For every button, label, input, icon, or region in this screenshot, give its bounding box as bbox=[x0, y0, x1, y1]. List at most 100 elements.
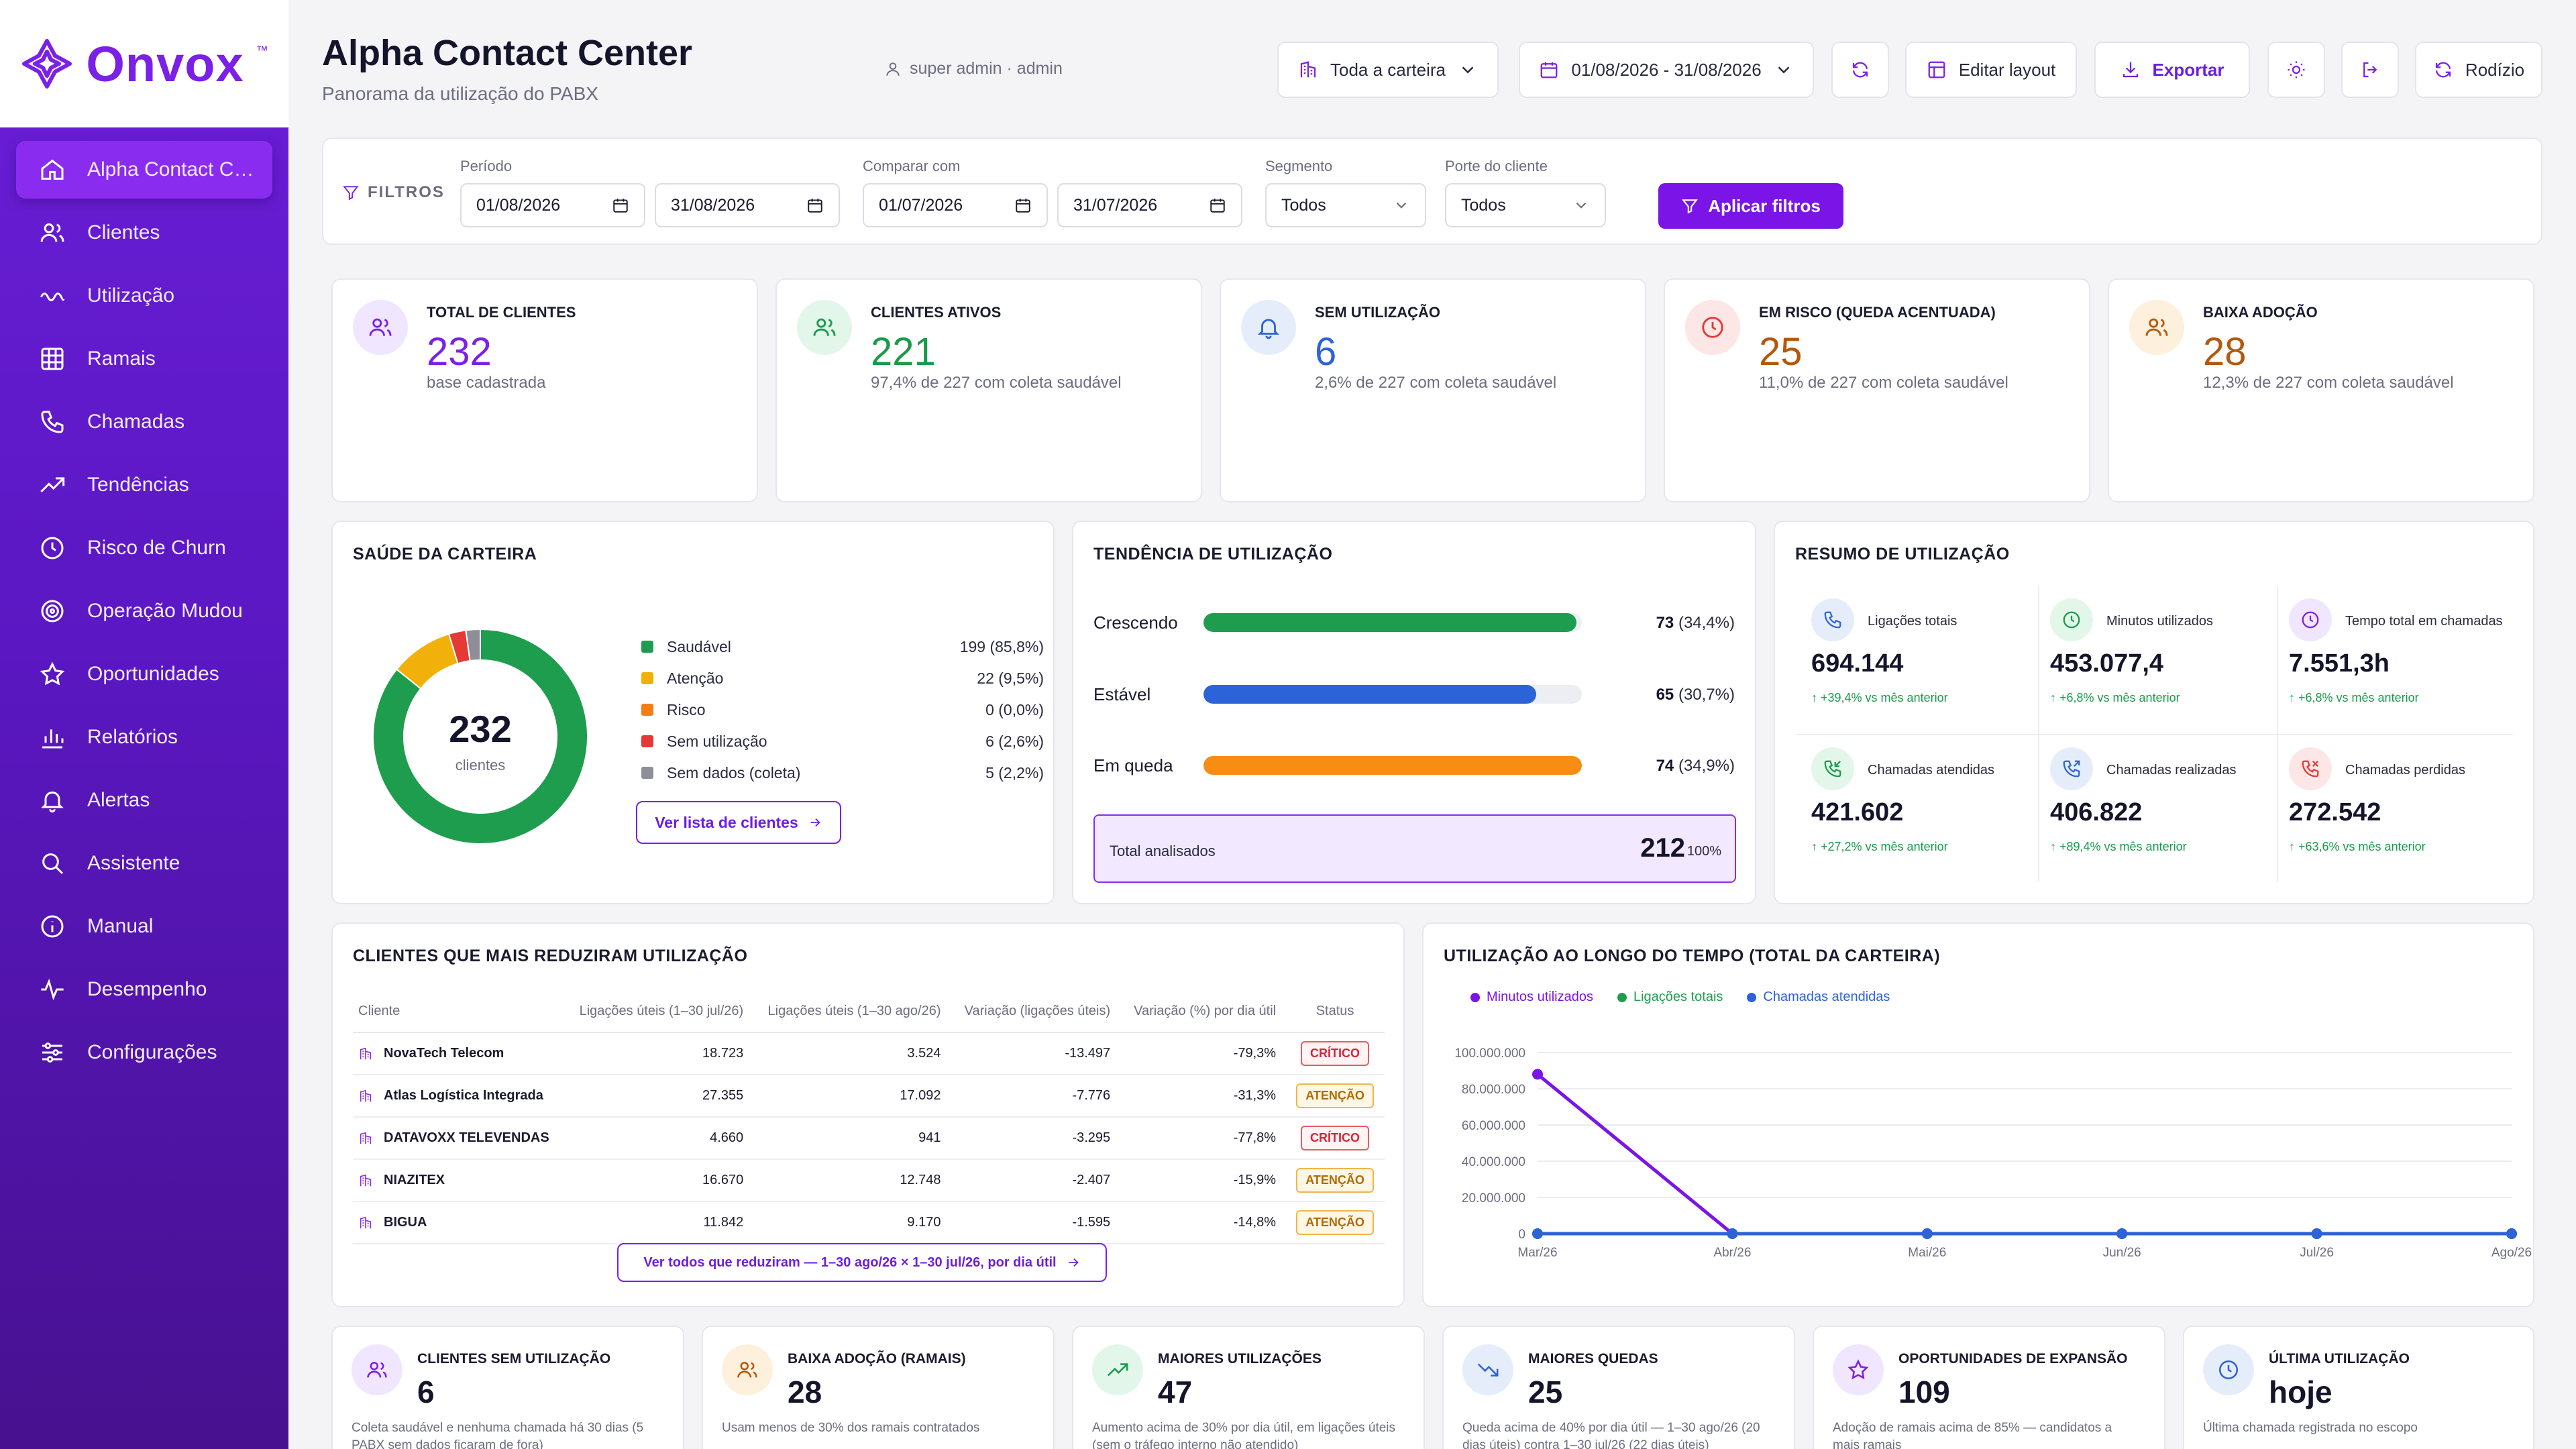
sidebar-item-utilizacao[interactable]: Utilização bbox=[16, 267, 272, 325]
kpi-card-sem-utilizacao[interactable]: SEM UTILIZAÇÃO 6 2,6% de 227 com coleta … bbox=[1220, 278, 1646, 502]
client-name-cell[interactable]: NovaTech Telecom bbox=[353, 1032, 565, 1075]
export-button[interactable]: Exportar bbox=[2094, 42, 2250, 98]
kpi-card-total-clientes[interactable]: TOTAL DE CLIENTES 232 base cadastrada bbox=[331, 278, 758, 502]
rotation-button[interactable]: Rodízio bbox=[2415, 42, 2542, 98]
bottom-card-title: MAIORES QUEDAS bbox=[1528, 1351, 1658, 1366]
sidebar-item-alpha-contact-center[interactable]: Alpha Contact Center bbox=[16, 141, 272, 199]
bottom-card-oportunidades[interactable]: OPORTUNIDADES DE EXPANSÃO 109 Adoção de … bbox=[1813, 1326, 2165, 1449]
sidebar-item-chamadas[interactable]: Chamadas bbox=[16, 393, 272, 451]
table-row[interactable]: NIAZITEX 16.670 12.748 -2.407 -15,9% ATENÇÃO bbox=[353, 1159, 1385, 1202]
table-row[interactable]: Atlas Logística Integrada 27.355 17.092 -7.… bbox=[353, 1075, 1385, 1118]
bottom-card-ultima-utilizacao[interactable]: ÚLTIMA UTILIZAÇÃO hoje Última chamada re… bbox=[2183, 1326, 2534, 1449]
legend-value: 0 (0,0%) bbox=[985, 700, 1044, 718]
trend-bar-estavel bbox=[1203, 685, 1537, 704]
legend-value: 199 (85,8%) bbox=[959, 637, 1044, 655]
bottom-card-desc: Queda acima de 40% por dia útil — 1–30 a… bbox=[1462, 1421, 1760, 1449]
compare-start-input[interactable]: 01/07/2026 bbox=[863, 183, 1048, 227]
brand-logo[interactable]: Onvox ™ bbox=[0, 0, 288, 127]
calls-ago-cell: 9.170 bbox=[753, 1201, 951, 1244]
data-point[interactable] bbox=[1532, 1069, 1543, 1080]
legend-item[interactable]: Chamadas atendidas bbox=[1747, 989, 1890, 1005]
legend-item[interactable]: Minutos utilizados bbox=[1470, 989, 1593, 1005]
column-header[interactable]: Ligações úteis (1–30 ago/26) bbox=[753, 991, 951, 1033]
edit-layout-button[interactable]: Editar layout bbox=[1905, 42, 2077, 98]
client-name-cell[interactable]: Atlas Logística Integrada bbox=[353, 1075, 565, 1118]
sidebar-item-tendencias[interactable]: Tendências bbox=[16, 456, 272, 514]
series-line-minutos-utilizados[interactable] bbox=[1536, 1073, 2512, 1236]
data-point[interactable] bbox=[2116, 1228, 2128, 1239]
sidebar-item-desempenho[interactable]: Desempenho bbox=[16, 961, 272, 1018]
bottom-card-desc: Coleta saudável e nenhuma chamada há 30 … bbox=[352, 1421, 644, 1449]
calendar-icon bbox=[613, 199, 628, 213]
portfolio-select[interactable]: Toda a carteira bbox=[1277, 42, 1499, 98]
sidebar-item-operacao-mudou[interactable]: Operação Mudou bbox=[16, 582, 272, 640]
table-row[interactable]: DATAVOXX TELEVENDAS 4.660 941 -3.295 -77,8% C… bbox=[353, 1117, 1385, 1160]
sidebar-item-assistente[interactable]: Assistente bbox=[16, 835, 272, 892]
sidebar-item-ramais[interactable]: Ramais bbox=[16, 330, 272, 388]
data-point[interactable] bbox=[1532, 1228, 1543, 1239]
bottom-card-maiores-utilizacoes[interactable]: MAIORES UTILIZAÇÕES 47 Aumento acima de … bbox=[1072, 1326, 1425, 1449]
summary-item-chamadas-atendidas: Chamadas atendidas 421.602 ↑ +27,2% vs m… bbox=[1795, 735, 2034, 881]
bottom-card-baixa-adocao[interactable]: BAIXA ADOÇÃO (RAMAIS) 28 Usam menos de 3… bbox=[702, 1326, 1055, 1449]
building-icon bbox=[360, 1132, 372, 1144]
sidebar-item-clientes[interactable]: Clientes bbox=[16, 204, 272, 262]
column-header[interactable]: Ligações úteis (1–30 jul/26) bbox=[564, 991, 753, 1033]
period-start-input[interactable]: 01/08/2026 bbox=[460, 183, 645, 227]
kpi-value: 28 bbox=[2203, 330, 2247, 374]
table-row[interactable]: BIGUA 11.842 9.170 -1.595 -14,8% ATENÇÃO bbox=[353, 1201, 1385, 1244]
bottom-card-value: 109 bbox=[1898, 1375, 1950, 1409]
kpi-card-baixa-adocao[interactable]: BAIXA ADOÇÃO 28 12,3% de 227 com coleta … bbox=[2108, 278, 2534, 502]
clock-icon bbox=[41, 537, 64, 559]
client-name-cell[interactable]: BIGUA bbox=[353, 1201, 565, 1244]
date-range-select[interactable]: 01/08/2026 - 31/08/2026 bbox=[1519, 42, 1814, 98]
sidebar-item-configuracoes[interactable]: Configurações bbox=[16, 1024, 272, 1081]
table-row[interactable]: NovaTech Telecom 18.723 3.524 -13.497 -79,3%… bbox=[353, 1032, 1385, 1075]
column-header[interactable]: Status bbox=[1285, 991, 1385, 1033]
column-header[interactable]: Variação (%) por dia útil bbox=[1120, 991, 1286, 1033]
logout-button[interactable] bbox=[2341, 42, 2399, 98]
data-point[interactable] bbox=[1921, 1228, 1933, 1239]
sidebar-item-relatorios[interactable]: Relatórios bbox=[16, 708, 272, 766]
kpi-subtitle: 2,6% de 227 com coleta saudável bbox=[1315, 374, 1557, 392]
data-point[interactable] bbox=[2506, 1228, 2517, 1239]
donut-slice-saud-vel[interactable] bbox=[372, 628, 588, 845]
segment-select[interactable]: Todos bbox=[1265, 183, 1426, 227]
x-tick-label: Jul/26 bbox=[2300, 1246, 2334, 1260]
summary-icon-bg bbox=[2289, 747, 2332, 790]
phone-missed-icon bbox=[2302, 760, 2319, 777]
column-header[interactable]: Variação (ligações úteis) bbox=[950, 991, 1120, 1033]
view-clients-button[interactable]: Ver lista de clientes bbox=[636, 801, 841, 844]
data-point[interactable] bbox=[1727, 1228, 1738, 1239]
legend-item[interactable]: Ligações totais bbox=[1617, 989, 1723, 1005]
kpi-card-em-risco[interactable]: EM RISCO (QUEDA ACENTUADA) 25 11,0% de 2… bbox=[1664, 278, 2090, 502]
client-name-cell[interactable]: NIAZITEX bbox=[353, 1159, 565, 1202]
client-size-select[interactable]: Todos bbox=[1445, 183, 1606, 227]
users-check-icon bbox=[813, 318, 836, 336]
chevron-down-icon bbox=[1778, 66, 1790, 74]
view-all-reduced-button[interactable]: Ver todos que reduziram — 1–30 ago/26 × … bbox=[617, 1243, 1107, 1282]
sidebar-nav: Alpha Contact Center Clientes Utilização… bbox=[16, 141, 272, 1087]
bottom-card-sem-utilizacao[interactable]: CLIENTES SEM UTILIZAÇÃO 6 Coleta saudáve… bbox=[331, 1326, 684, 1449]
reduced-usage-table-body: NovaTech Telecom 18.723 3.524 -13.497 -79,3%… bbox=[353, 1032, 1385, 1244]
apply-filters-button[interactable]: Aplicar filtros bbox=[1658, 183, 1843, 229]
refresh-button[interactable] bbox=[1831, 42, 1889, 98]
client-name-cell[interactable]: DATAVOXX TELEVENDAS bbox=[353, 1117, 565, 1160]
compare-end-input[interactable]: 31/07/2026 bbox=[1057, 183, 1242, 227]
sidebar-item-oportunidades[interactable]: Oportunidades bbox=[16, 645, 272, 703]
theme-toggle-button[interactable] bbox=[2267, 42, 2325, 98]
sidebar-item-risco-de-churn[interactable]: Risco de Churn bbox=[16, 519, 272, 577]
sidebar-item-alertas[interactable]: Alertas bbox=[16, 771, 272, 829]
data-point[interactable] bbox=[2311, 1228, 2322, 1239]
star-icon bbox=[40, 661, 65, 686]
status-cell: CRÍTICO bbox=[1285, 1117, 1385, 1160]
summary-delta: ↑ +63,6% vs mês anterior bbox=[2289, 840, 2426, 853]
period-end-input[interactable]: 31/08/2026 bbox=[655, 183, 840, 227]
client-name: NIAZITEX bbox=[384, 1173, 445, 1187]
bottom-card-maiores-quedas[interactable]: MAIORES QUEDAS 25 Queda acima de 40% por… bbox=[1442, 1326, 1795, 1449]
donut-slice-sem-dados-coleta-[interactable] bbox=[465, 628, 481, 662]
sidebar-item-manual[interactable]: Manual bbox=[16, 898, 272, 955]
kpi-card-clientes-ativos[interactable]: CLIENTES ATIVOS 221 97,4% de 227 com col… bbox=[775, 278, 1202, 502]
y-tick-label: 80.000.000 bbox=[1462, 1083, 1525, 1097]
filters-label: FILTROS bbox=[342, 183, 445, 202]
column-header[interactable]: Cliente bbox=[353, 991, 565, 1033]
